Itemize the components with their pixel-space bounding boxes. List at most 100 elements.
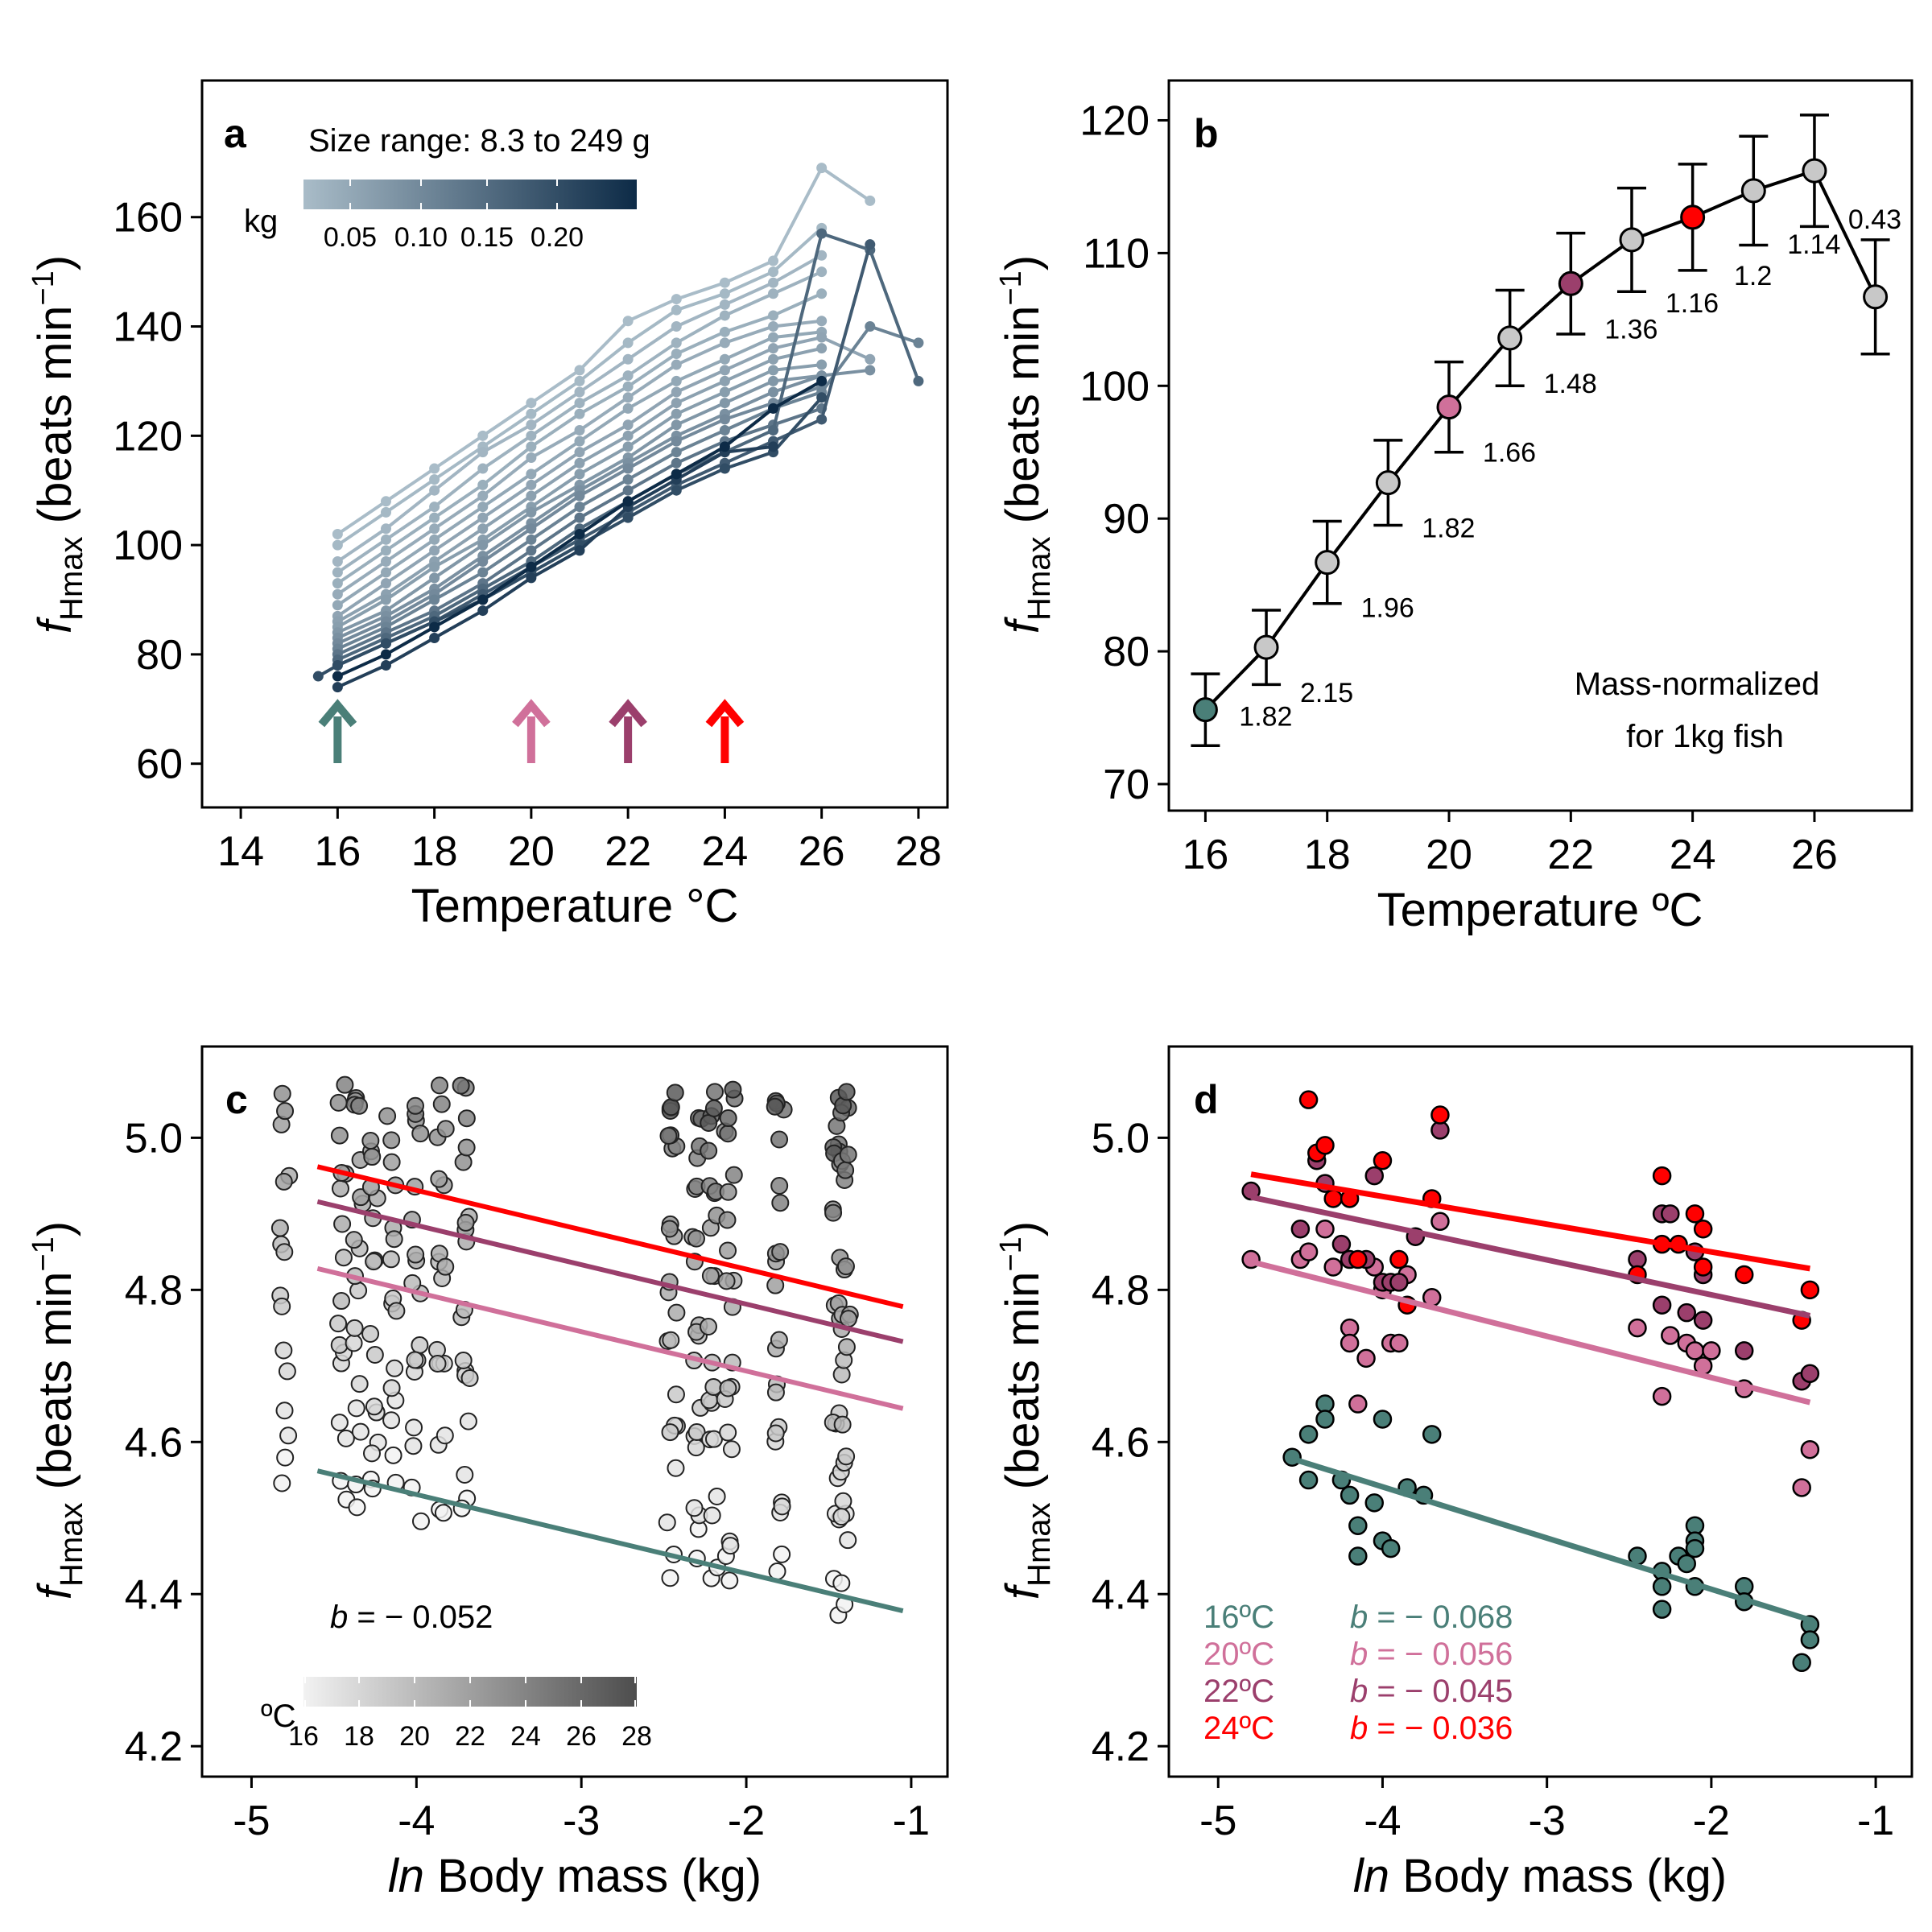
- series-point: [671, 469, 682, 480]
- panel-a-ytick-label: 120: [113, 413, 183, 460]
- panel-a-xtick-label: 26: [799, 828, 845, 875]
- panel-c-frame: [200, 1045, 949, 1778]
- series-point: [816, 343, 828, 354]
- data-point: [386, 1359, 404, 1377]
- series-point: [477, 479, 489, 490]
- series-point: [477, 490, 489, 502]
- data-point: [667, 1459, 685, 1477]
- series-point: [526, 545, 537, 556]
- data-point: [275, 1341, 293, 1360]
- q10-label: 1.82: [1239, 702, 1292, 733]
- panel-c-xtick-label: -5: [233, 1798, 270, 1844]
- series-point: [526, 561, 537, 572]
- series-point: [526, 523, 537, 535]
- data-point: [661, 1423, 679, 1442]
- data-point: [703, 1506, 721, 1525]
- temperature-arrowhead: [318, 699, 357, 728]
- panel-a-frame: [200, 79, 949, 809]
- series-point: [816, 375, 828, 386]
- series-point: [622, 463, 634, 474]
- colorbar-tick-label: 16: [288, 1721, 319, 1752]
- panel-b-xtick-label: 24: [1670, 832, 1716, 878]
- panel-d-ytick-label: 4.6: [1092, 1419, 1150, 1466]
- data-point: [456, 1465, 474, 1484]
- panel-b-xtick-label: 16: [1182, 832, 1228, 878]
- data-point: [365, 1346, 384, 1364]
- series-point: [671, 304, 682, 316]
- series-point: [574, 386, 585, 398]
- data-point: [700, 1141, 718, 1160]
- series-point: [526, 398, 537, 409]
- data-point: [411, 1512, 430, 1530]
- series-point: [719, 277, 730, 288]
- series-point: [622, 512, 634, 523]
- data-point: [276, 1448, 295, 1467]
- data-point: [279, 1426, 298, 1445]
- panel-d-xlabel: ln Body mass (kg): [1353, 1850, 1727, 1902]
- colorbar-tick-label: 28: [621, 1721, 652, 1752]
- series-line: [336, 444, 774, 689]
- series-point: [768, 353, 779, 365]
- series-point: [574, 408, 585, 419]
- panel-d-xtick-label: -1: [1857, 1798, 1894, 1844]
- panel-b-xtick-label: 20: [1426, 832, 1472, 878]
- series-point: [477, 555, 489, 567]
- series-point: [477, 594, 489, 605]
- series-point: [574, 545, 585, 556]
- series-point: [429, 594, 440, 605]
- fit-line-20: [316, 1265, 904, 1411]
- series-line: [317, 396, 824, 678]
- data-point-24c: [1373, 1150, 1393, 1170]
- colorbar-tick-label: 0.20: [530, 222, 584, 253]
- series-point: [477, 567, 489, 578]
- data-point: [273, 1474, 291, 1492]
- q10-label: 1.48: [1544, 369, 1597, 399]
- series-point: [865, 239, 876, 250]
- series-point: [816, 163, 828, 174]
- svg-text:fHmax (beats min−1): fHmax (beats min−1): [994, 1221, 1057, 1600]
- data-point: [836, 1161, 855, 1179]
- data-point-22c: [1800, 1364, 1820, 1384]
- data-point: [704, 1099, 723, 1117]
- series-point: [429, 485, 440, 496]
- data-point-16c: [1792, 1653, 1811, 1673]
- series-point: [380, 638, 391, 649]
- data-point: [434, 1504, 452, 1522]
- data-point: [833, 1415, 852, 1434]
- data-point: [270, 1219, 289, 1237]
- data-point: [660, 1220, 679, 1238]
- series-point: [719, 414, 730, 425]
- data-point-22c: [1652, 1295, 1672, 1315]
- data-point: [770, 1130, 789, 1149]
- data-point: [666, 1084, 684, 1102]
- panel-a-xtick-label: 16: [314, 828, 361, 875]
- data-point: [454, 1153, 473, 1171]
- data-point-20c: [1652, 1386, 1672, 1406]
- series-point: [768, 402, 779, 414]
- fit-line-16: [316, 1468, 904, 1613]
- series-point: [429, 572, 440, 584]
- data-point-16c: [1652, 1577, 1672, 1596]
- data-point: [824, 1203, 843, 1222]
- series-point: [671, 386, 682, 398]
- panel-a-xtick-label: 28: [895, 828, 942, 875]
- panel-a-ytick-label: 60: [136, 741, 183, 788]
- panel-b-ylabel: fHmax (beats min−1): [994, 255, 1057, 634]
- panel-c-ytick-label: 4.2: [125, 1724, 183, 1770]
- panel-a-xtick-label: 14: [217, 828, 264, 875]
- series-line: [336, 368, 871, 640]
- panel-b-ytick-label: 120: [1080, 97, 1150, 144]
- mean-point: [1558, 270, 1583, 296]
- data-point: [276, 1102, 295, 1121]
- data-point: [773, 1497, 791, 1516]
- mean-point: [1619, 227, 1645, 253]
- data-point: [456, 1213, 475, 1232]
- data-point-16c: [1373, 1410, 1393, 1429]
- legend-temp: 24ºC: [1203, 1711, 1274, 1746]
- series-point: [622, 485, 634, 496]
- data-point: [720, 1571, 739, 1590]
- data-point: [700, 1113, 718, 1132]
- data-point: [837, 1338, 856, 1356]
- series-point: [768, 343, 779, 354]
- series-point: [526, 479, 537, 490]
